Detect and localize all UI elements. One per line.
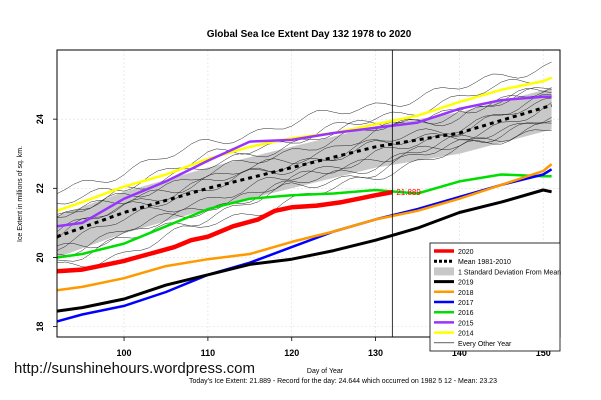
background-year-line: [56, 122, 552, 249]
legend-label: 2019: [458, 280, 474, 287]
y-tick-label: 18: [35, 322, 45, 332]
legend-label: 2016: [458, 310, 474, 317]
series-lines: [56, 76, 553, 323]
x-tick-label: 100: [117, 348, 132, 358]
x-tick-label: 130: [368, 348, 383, 358]
y-tick-label: 20: [35, 252, 45, 262]
series-2019: [56, 188, 552, 313]
series-2015: [56, 95, 552, 228]
legend-swatch: [434, 267, 454, 276]
series-mean-1981-2010: [56, 103, 553, 239]
plot-frame: [56, 49, 561, 338]
legend-label: 2015: [458, 320, 474, 327]
series-2018: [56, 163, 553, 292]
x-axis-label: Day of Year: [307, 368, 344, 375]
x-tick-label: 120: [284, 348, 299, 358]
y-tick-label: 24: [35, 114, 45, 124]
chart-title: Global Sea Ice Extent Day 132 1978 to 20…: [207, 29, 412, 40]
background-year-line: [56, 117, 552, 256]
background-year-line: [56, 76, 552, 205]
footer-text: Today's Ice Extent: 21.889 - Record for …: [189, 378, 497, 385]
website-url: http://sunshinehours.wordpress.com: [14, 360, 255, 377]
background-year-line: [56, 61, 552, 194]
y-axis-ticks: 18 20 22 24: [35, 114, 57, 332]
background-year-line: [56, 87, 552, 218]
series-2016: [56, 173, 552, 259]
background-year-line: [56, 94, 552, 232]
series-2020: [56, 189, 393, 274]
x-tick-label: 110: [201, 348, 216, 358]
current-value-label: 21.889: [396, 188, 421, 197]
std-dev-band-area: [57, 88, 552, 258]
legend-label: 1 Standard Deviation From Mean: [458, 269, 561, 276]
legend-label: Mean 1981-2010: [458, 259, 511, 266]
legend-label: 2014: [458, 331, 474, 338]
legend-label: 2020: [458, 249, 474, 256]
background-year-line: [56, 87, 552, 218]
x-tick-label: 140: [452, 348, 467, 358]
legend-label: 2017: [458, 300, 474, 307]
legend-label: 2018: [458, 290, 474, 297]
background-year-lines: [56, 61, 552, 268]
y-axis-label: Ice Extent in millions of sq. km.: [17, 146, 24, 242]
x-tick-label: 150: [536, 348, 551, 358]
legend: 2020 Mean 1981-2010 1 Standard Deviation F…: [429, 242, 561, 352]
std-dev-band: [57, 88, 552, 258]
legend-label: Every Other Year: [458, 341, 512, 348]
y-tick-label: 22: [35, 183, 45, 193]
